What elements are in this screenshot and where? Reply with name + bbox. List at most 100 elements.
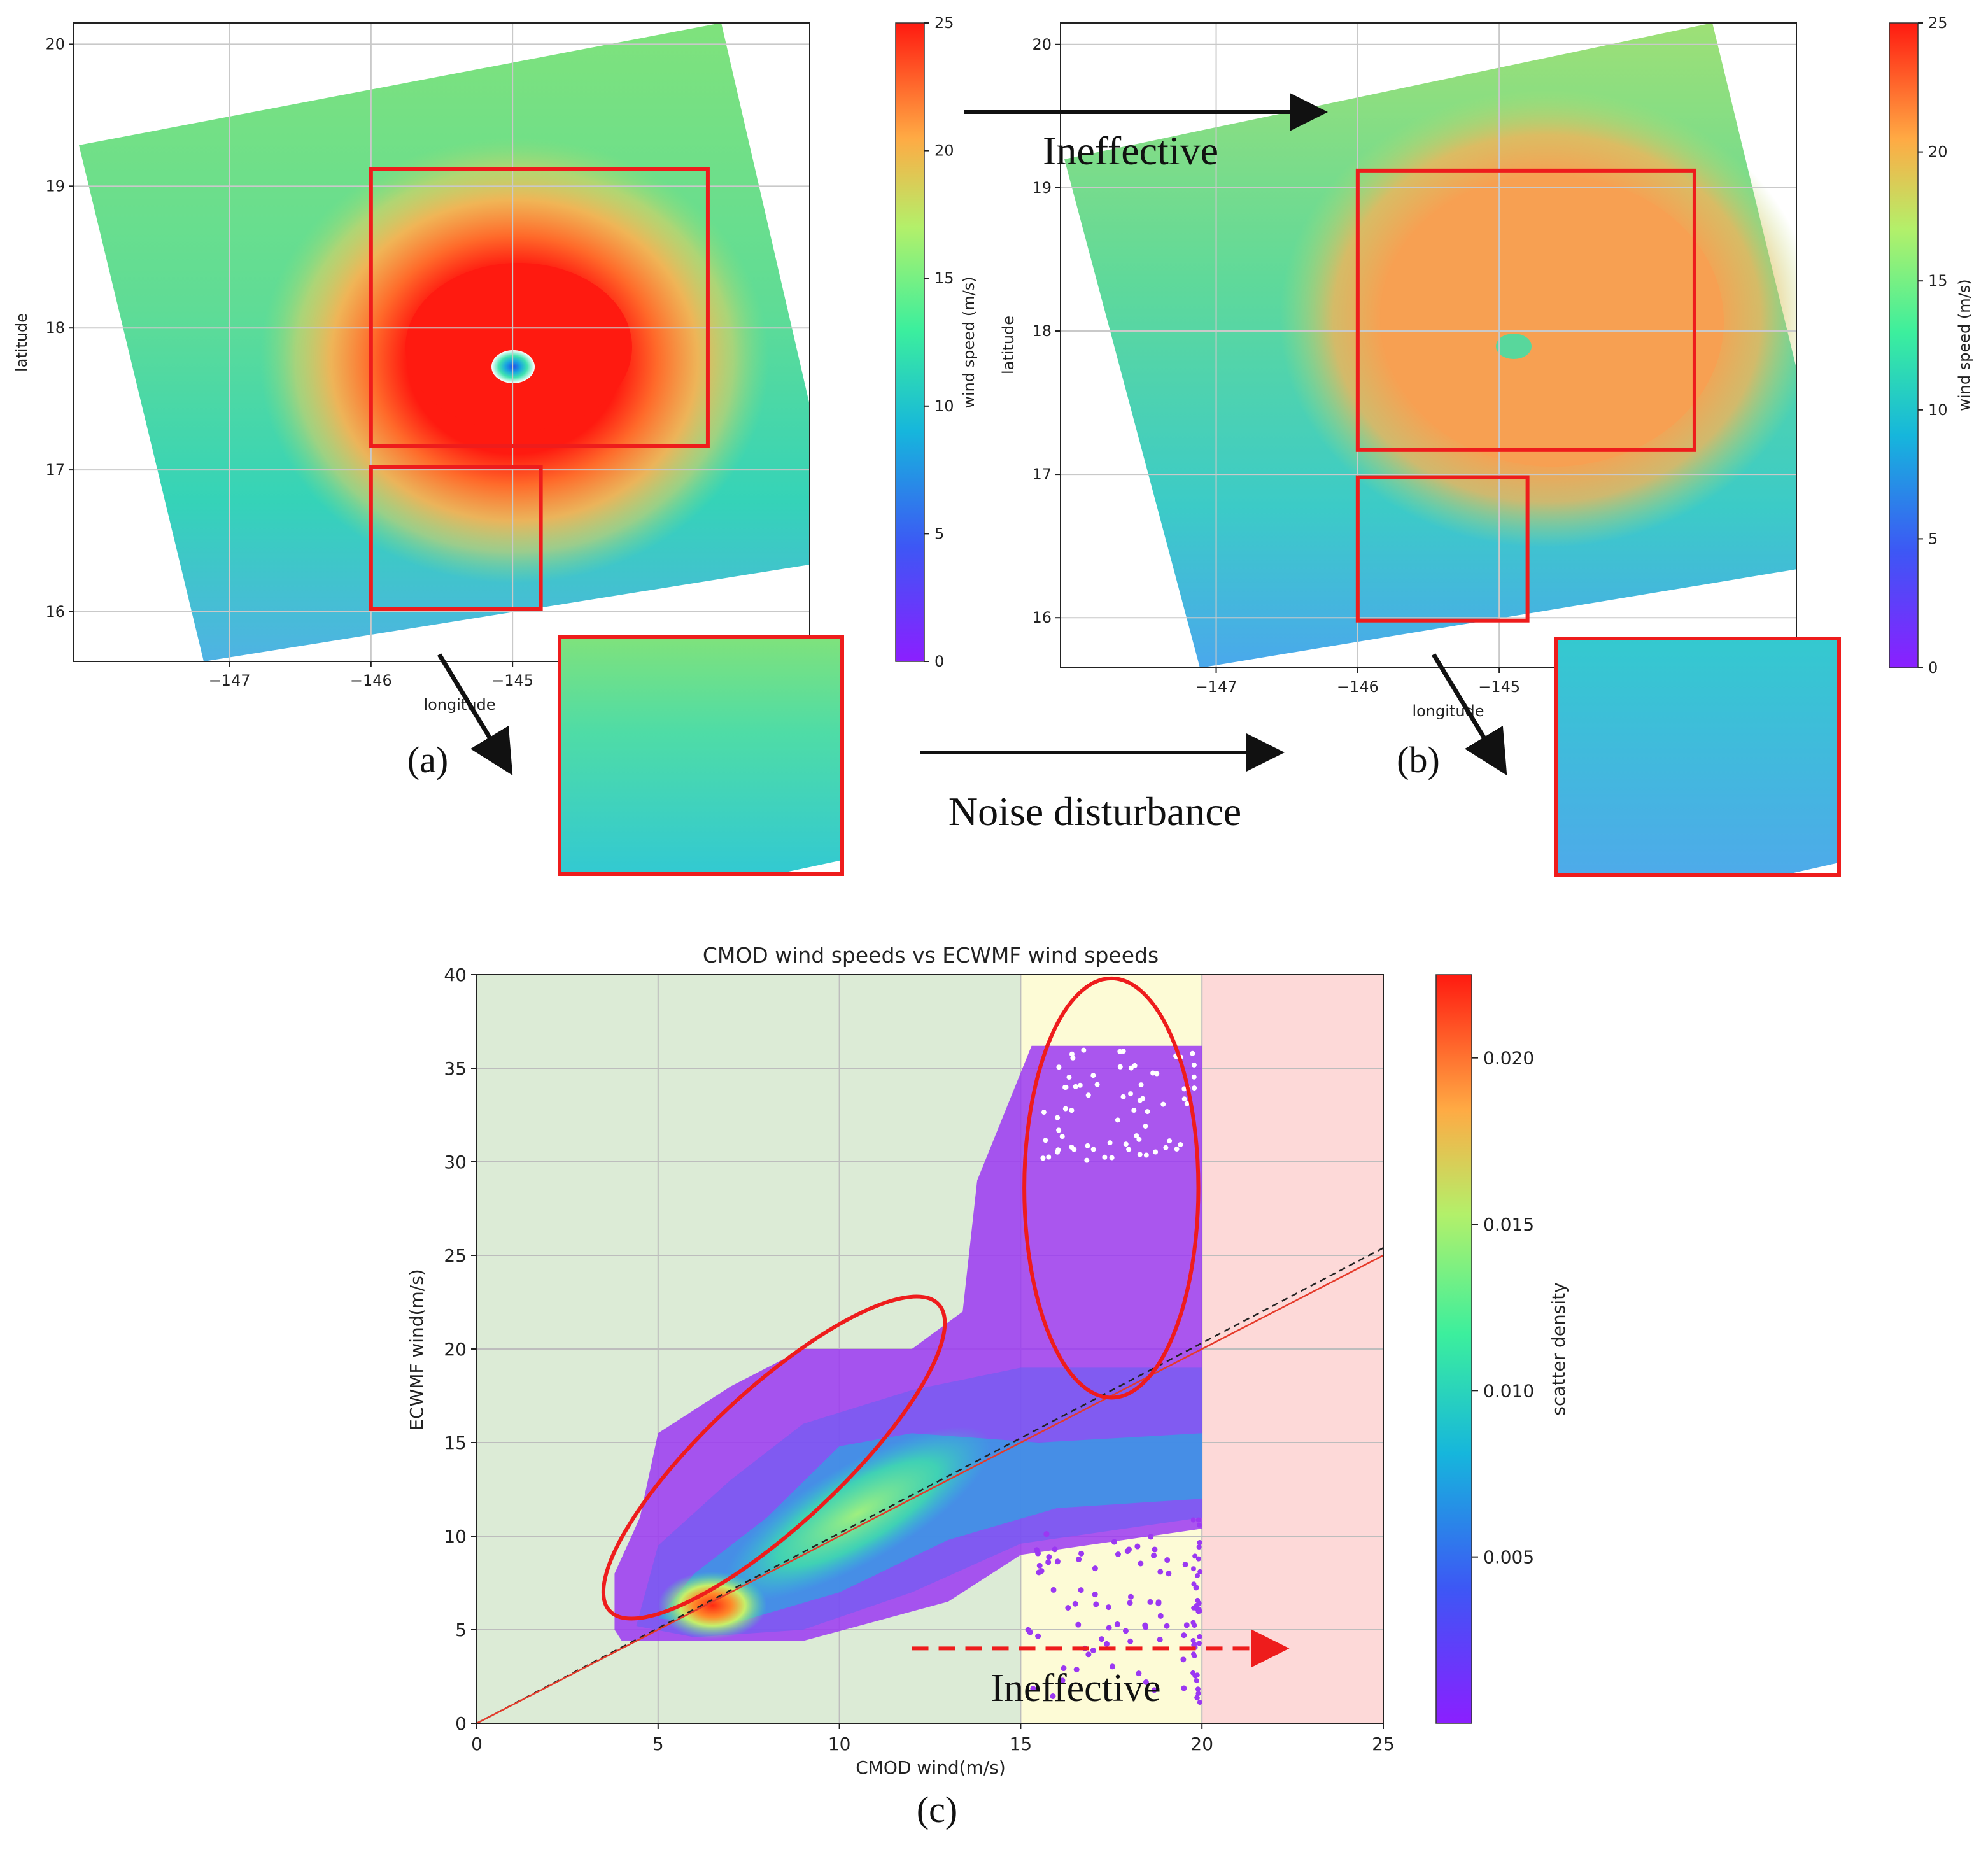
outlier-point	[1195, 1556, 1201, 1562]
gap-dot	[1056, 1127, 1062, 1133]
outlier-point	[1115, 1551, 1121, 1558]
outlier-point	[1075, 1621, 1082, 1628]
outlier-point	[1197, 1540, 1202, 1546]
gap-dot	[1046, 1154, 1052, 1160]
highlight-box	[369, 465, 543, 611]
gap-dot	[1059, 1134, 1065, 1140]
outlier-point	[1192, 1623, 1197, 1628]
zoom-a	[558, 635, 844, 876]
colorbar-tick-label: 0	[1928, 659, 1938, 677]
outlier-point	[1190, 1670, 1196, 1676]
outlier-point	[1195, 1691, 1201, 1697]
storm-b-eye	[1496, 334, 1532, 359]
gap-dot	[1134, 1133, 1139, 1139]
outlier-point	[1157, 1613, 1164, 1619]
y-tick-label: 20	[444, 1339, 467, 1360]
outlier-point	[1036, 1569, 1042, 1576]
map-b-area	[1064, 23, 1796, 668]
outlier-point	[1050, 1586, 1057, 1593]
gap-dot	[1077, 1082, 1083, 1088]
gap-dot	[1090, 1147, 1096, 1152]
gap-dot	[1117, 1049, 1123, 1054]
outlier-point	[1197, 1608, 1202, 1614]
outlier-point	[1127, 1638, 1134, 1644]
map-b-ylabel: latitude	[999, 316, 1017, 374]
outlier-point	[1194, 1695, 1200, 1701]
outlier-point	[1122, 1628, 1129, 1634]
outlier-point	[1035, 1633, 1041, 1639]
x-tick-label: −145	[491, 672, 533, 689]
cloud-hotspot	[658, 1571, 767, 1639]
cloud-green-core	[723, 1427, 992, 1601]
gap-dot	[1107, 1140, 1113, 1146]
outlier-point	[1196, 1544, 1202, 1550]
gap-dot	[1150, 1070, 1156, 1076]
map-a-xlabel: longitude	[423, 696, 495, 714]
outlier-point	[1196, 1522, 1202, 1528]
x-tick-label: −147	[1195, 678, 1237, 696]
x-tick-label: −146	[1337, 678, 1379, 696]
outlier-point	[1195, 1573, 1201, 1579]
gap-dot	[1167, 1138, 1173, 1144]
outlier-point	[1155, 1600, 1162, 1607]
scatter-ylabel: ECWMF wind(m/s)	[406, 1269, 427, 1430]
zoom-a-frame	[558, 635, 844, 876]
outlier-point	[1143, 1624, 1149, 1630]
outlier-point	[1157, 1569, 1164, 1575]
gap-dot	[1090, 1073, 1096, 1078]
scatter-highlight-ellipses	[601, 976, 1201, 1621]
x-tick-label: 15	[1010, 1733, 1033, 1755]
outlier-point	[1092, 1565, 1098, 1572]
outlier-point	[1090, 1647, 1096, 1653]
outlier-point	[1152, 1546, 1158, 1553]
outlier-point	[1054, 1558, 1061, 1565]
outlier-point	[1194, 1603, 1200, 1609]
gap-dot	[1062, 1106, 1068, 1112]
scatter-ineffective-label: Ineffective	[990, 1667, 1160, 1710]
colorbar-tick-label: 0.015	[1483, 1214, 1534, 1235]
highlight-ellipse	[601, 1294, 947, 1621]
zoom-b-arrow	[1432, 653, 1507, 775]
colorbar-tick-label: 20	[934, 142, 954, 160]
scatter-xlabel: CMOD wind(m/s)	[856, 1757, 1006, 1778]
y-tick-label: 30	[444, 1152, 467, 1173]
zoom-a-fill	[560, 637, 842, 874]
outlier-point	[1104, 1641, 1110, 1647]
outlier-point	[1124, 1548, 1131, 1555]
outlier-point	[1143, 1679, 1149, 1685]
outlier-point	[1052, 1546, 1058, 1553]
y-tick-label: 16	[1032, 609, 1052, 626]
scatter-reference-lines	[476, 1247, 1384, 1725]
outlier-point	[1098, 1636, 1104, 1642]
outlier-point	[1180, 1656, 1187, 1663]
gap-dot	[1184, 1101, 1190, 1106]
gap-dot	[1128, 1091, 1134, 1097]
gap-dot	[1094, 1082, 1100, 1087]
outlier-point	[1036, 1562, 1043, 1569]
y-tick-label: 25	[444, 1245, 467, 1266]
outlier-point	[1194, 1672, 1200, 1678]
gap-dot	[1069, 1144, 1075, 1150]
colorbar-tick-label: 15	[934, 269, 954, 287]
y-tick-label: 18	[45, 319, 65, 337]
colorbar-b	[1889, 22, 1919, 668]
gap-dot	[1137, 1152, 1143, 1157]
outlier-point	[1190, 1638, 1196, 1644]
outlier-point	[1192, 1553, 1198, 1559]
map-a-highlight-boxes	[369, 167, 710, 611]
panel-a: −147 −146 −145 16 17 18 19 20 latitude longitud…	[13, 14, 978, 876]
zoom-a-corner	[777, 860, 842, 874]
outlier-point	[1191, 1651, 1197, 1657]
y-tick-label: 10	[444, 1526, 467, 1547]
scatter-point-cloud	[614, 1045, 1203, 1705]
colorbar-tick-label: 25	[1928, 14, 1948, 32]
gap-dot	[1081, 1047, 1087, 1053]
panel-c-label: (c)	[917, 1789, 957, 1830]
outlier-point	[1059, 1677, 1066, 1684]
outlier-point	[1196, 1641, 1202, 1646]
outlier-point	[1166, 1571, 1172, 1577]
gap-dot	[1163, 1145, 1169, 1150]
zoom-b-fill	[1556, 639, 1839, 875]
outlier-point	[1078, 1587, 1084, 1593]
